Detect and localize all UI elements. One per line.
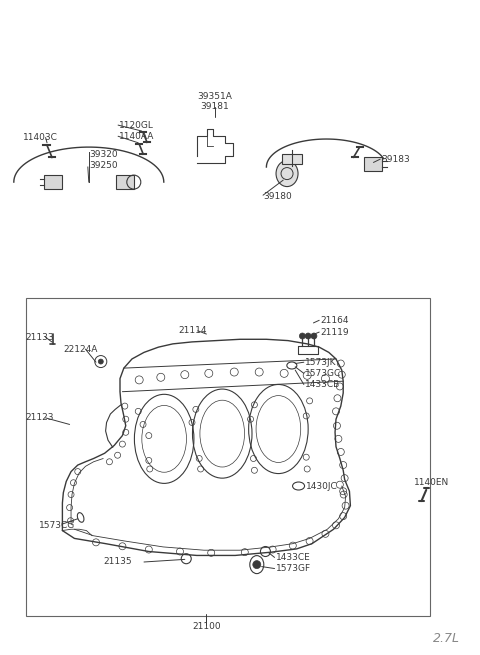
Circle shape (253, 561, 261, 569)
Text: 39180: 39180 (263, 192, 292, 201)
Text: 1430JC: 1430JC (306, 481, 338, 491)
Bar (26, 298, 430, 616)
Circle shape (300, 333, 305, 339)
Text: 39351A: 39351A (198, 92, 232, 101)
Text: 21114: 21114 (179, 326, 207, 335)
Text: 21123: 21123 (25, 413, 53, 422)
Ellipse shape (287, 362, 297, 369)
Text: 1573JK: 1573JK (305, 358, 337, 367)
Text: 1433CB: 1433CB (305, 380, 340, 389)
Text: 1140AA: 1140AA (119, 132, 155, 141)
Text: 11403C: 11403C (23, 133, 58, 142)
Text: 1573GF: 1573GF (276, 564, 311, 573)
FancyBboxPatch shape (282, 153, 302, 164)
Text: 2.7L: 2.7L (433, 632, 460, 645)
Text: 1140EN: 1140EN (414, 478, 449, 487)
Text: 1433CE: 1433CE (276, 553, 311, 562)
Text: 39320: 39320 (89, 150, 118, 159)
Text: 39183: 39183 (382, 155, 410, 164)
Ellipse shape (250, 555, 264, 574)
Ellipse shape (261, 546, 270, 557)
Text: 1573GC: 1573GC (305, 369, 342, 378)
Text: 21164: 21164 (321, 316, 349, 325)
Text: 21100: 21100 (192, 622, 221, 631)
Circle shape (311, 333, 317, 339)
Text: 21133: 21133 (25, 333, 54, 342)
Text: 22124A: 22124A (63, 345, 98, 354)
FancyBboxPatch shape (116, 175, 134, 189)
Circle shape (98, 359, 103, 364)
Text: 39250: 39250 (89, 160, 118, 170)
FancyBboxPatch shape (44, 175, 62, 189)
Ellipse shape (293, 482, 304, 490)
Text: 21119: 21119 (321, 328, 349, 337)
Text: 1573CG: 1573CG (39, 521, 76, 530)
Ellipse shape (181, 553, 191, 564)
Ellipse shape (276, 160, 298, 187)
Text: 1120GL: 1120GL (119, 121, 154, 130)
Ellipse shape (77, 513, 84, 522)
Text: 21135: 21135 (103, 557, 132, 567)
Circle shape (305, 333, 311, 339)
Text: 39181: 39181 (201, 102, 229, 111)
FancyBboxPatch shape (364, 157, 383, 171)
